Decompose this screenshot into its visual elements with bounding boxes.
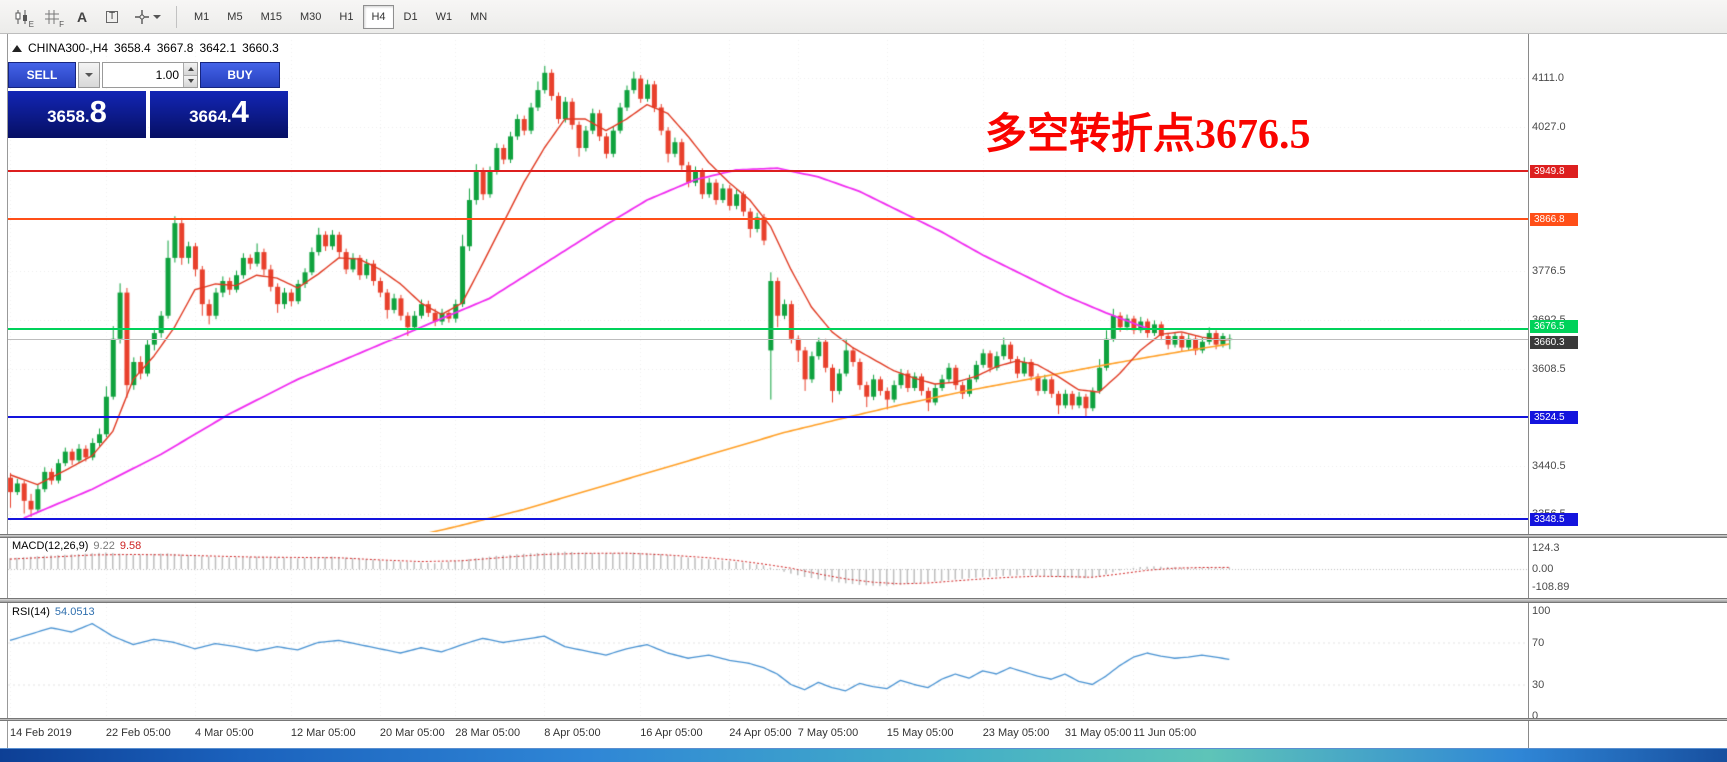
date-tick: 4 Mar 05:00	[194, 727, 254, 739]
date-tick: 28 Mar 05:00	[455, 727, 521, 739]
volume-input[interactable]	[103, 63, 183, 87]
date-tick: 24 Apr 05:00	[729, 727, 792, 739]
horizontal-level-line-3866.8[interactable]	[8, 218, 1528, 221]
spin-up-button[interactable]	[183, 63, 197, 75]
date-tick: 31 May 05:00	[1064, 727, 1132, 739]
date-tick: 15 May 05:00	[886, 727, 954, 739]
date-tick: 20 Mar 05:00	[379, 727, 445, 739]
triangle-down-icon	[187, 79, 194, 84]
date-tick: 22 Feb 05:00	[105, 727, 171, 739]
chart-left-border	[7, 34, 8, 748]
quote-row: 3658. 8 3664. 4	[8, 91, 288, 138]
triangle-up-icon	[187, 66, 194, 71]
open-value: 3658.4	[114, 41, 151, 55]
macd-axis-tick--108.89: -108.89	[1532, 580, 1570, 593]
order-type-dropdown[interactable]	[78, 62, 100, 88]
price-badge-3676.5: 3676.5	[1530, 320, 1578, 334]
rsi-title: RSI(14) 54.0513	[12, 606, 95, 618]
price-axis-tick-3440.5: 3440.5	[1532, 459, 1566, 472]
date-tick: 16 Apr 05:00	[640, 727, 703, 739]
rsi-axis-tick-100: 100	[1532, 605, 1551, 617]
date-tick: 7 May 05:00	[797, 727, 859, 739]
taskbar-strip	[0, 748, 1727, 762]
horizontal-level-line-3676.5[interactable]	[8, 328, 1528, 331]
high-value: 3667.8	[156, 41, 194, 55]
chevron-down-icon	[85, 73, 93, 77]
buy-button[interactable]: BUY	[200, 62, 280, 88]
horizontal-level-line-3348.5[interactable]	[8, 518, 1528, 521]
buy-quote[interactable]: 3664. 4	[150, 91, 288, 138]
price-axis-tick-3776.5: 3776.5	[1532, 265, 1566, 278]
rsi-axis-tick-70: 70	[1532, 636, 1545, 649]
macd-axis-tick-0.00: 0.00	[1532, 563, 1554, 575]
price-badge-3866.8: 3866.8	[1530, 213, 1578, 227]
date-tick: 12 Mar 05:00	[290, 727, 356, 739]
rsi-axis-tick-30: 30	[1532, 678, 1545, 691]
annotation-text[interactable]: 多空转折点3676.5	[985, 112, 1311, 158]
sell-button[interactable]: SELL	[8, 62, 76, 88]
pane-splitter[interactable]	[0, 534, 1727, 538]
trade-order-row: SELL BUY	[8, 62, 288, 88]
close-value: 3660.3	[242, 41, 279, 55]
horizontal-level-line-3949.8[interactable]	[8, 170, 1528, 173]
price-badge-3949.8: 3949.8	[1530, 165, 1578, 179]
macd-title: MACD(12,26,9) 9.22 9.58	[12, 540, 142, 552]
date-tick: 14 Feb 2019	[10, 727, 72, 739]
price-axis-tick-4111.0: 4111.0	[1532, 72, 1565, 84]
volume-spinner	[183, 63, 197, 87]
price-axis-tick-4027.0: 4027.0	[1532, 120, 1566, 133]
price-badge-3524.5: 3524.5	[1530, 411, 1578, 425]
macd-axis-tick-124.3: 124.3	[1532, 542, 1560, 555]
pane-splitter[interactable]	[0, 598, 1727, 603]
current-price-badge: 3660.3	[1530, 335, 1578, 349]
symbol-period-label: CHINA300-,H4	[28, 41, 109, 55]
spin-down-button[interactable]	[183, 74, 197, 87]
sell-quote[interactable]: 3658. 8	[8, 91, 146, 138]
trade-panel: SELL BUY 3658. 8 3664. 4	[8, 62, 288, 138]
collapse-icon[interactable]	[12, 44, 22, 52]
price-axis-tick-3608.5: 3608.5	[1532, 362, 1566, 375]
current-price-line	[8, 338, 1528, 340]
low-value: 3642.1	[199, 41, 237, 55]
price-axis-separator	[1528, 34, 1529, 748]
price-badge-3348.5: 3348.5	[1530, 513, 1578, 527]
date-tick: 8 Apr 05:00	[544, 727, 601, 739]
date-tick: 23 May 05:00	[982, 727, 1050, 739]
ohlc-header: CHINA300-,H4 3658.4 3667.8 3642.1 3660.3	[12, 41, 279, 55]
volume-field	[102, 62, 198, 88]
horizontal-level-line-3524.5[interactable]	[8, 416, 1528, 419]
date-tick: 11 Jun 05:00	[1133, 727, 1197, 739]
rsi-axis-tick-0: 0	[1532, 710, 1539, 722]
pane-splitter[interactable]	[0, 718, 1727, 721]
